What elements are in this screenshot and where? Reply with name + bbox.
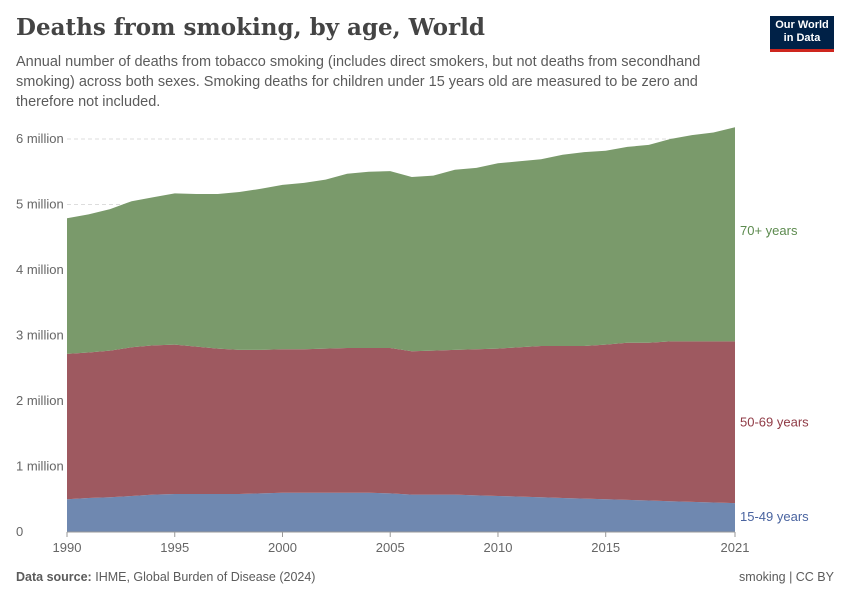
y-tick-label: 0: [16, 524, 23, 539]
x-tick-label: 1990: [53, 540, 82, 555]
source-text[interactable]: IHME, Global Burden of Disease (2024): [95, 570, 316, 584]
series-label: 50-69 years: [740, 414, 809, 429]
x-tick-label: 2021: [721, 540, 750, 555]
series-label: 70+ years: [740, 223, 798, 238]
x-tick-label: 2010: [484, 540, 513, 555]
y-tick-label: 1 million: [16, 459, 64, 474]
chart-title: Deaths from smoking, by age, World: [16, 14, 485, 41]
series-label: 15-49 years: [740, 509, 809, 524]
x-tick-label: 2000: [268, 540, 297, 555]
data-source: Data source: IHME, Global Burden of Dise…: [16, 570, 315, 584]
x-tick-label: 2005: [376, 540, 405, 555]
area-70-years: [67, 127, 735, 354]
source-label: Data source:: [16, 570, 92, 584]
license[interactable]: smoking | CC BY: [739, 570, 834, 584]
area-15-49-years: [67, 492, 735, 532]
area-50-69-years: [67, 341, 735, 504]
y-tick-label: 4 million: [16, 262, 64, 277]
x-tick-label: 1995: [160, 540, 189, 555]
y-tick-label: 6 million: [16, 131, 64, 146]
y-tick-label: 3 million: [16, 328, 64, 343]
chart-subtitle: Annual number of deaths from tobacco smo…: [16, 54, 701, 110]
y-tick-label: 5 million: [16, 197, 64, 212]
x-tick-label: 2015: [591, 540, 620, 555]
owid-logo[interactable]: Our World in Data: [770, 16, 834, 52]
y-tick-label: 2 million: [16, 393, 64, 408]
